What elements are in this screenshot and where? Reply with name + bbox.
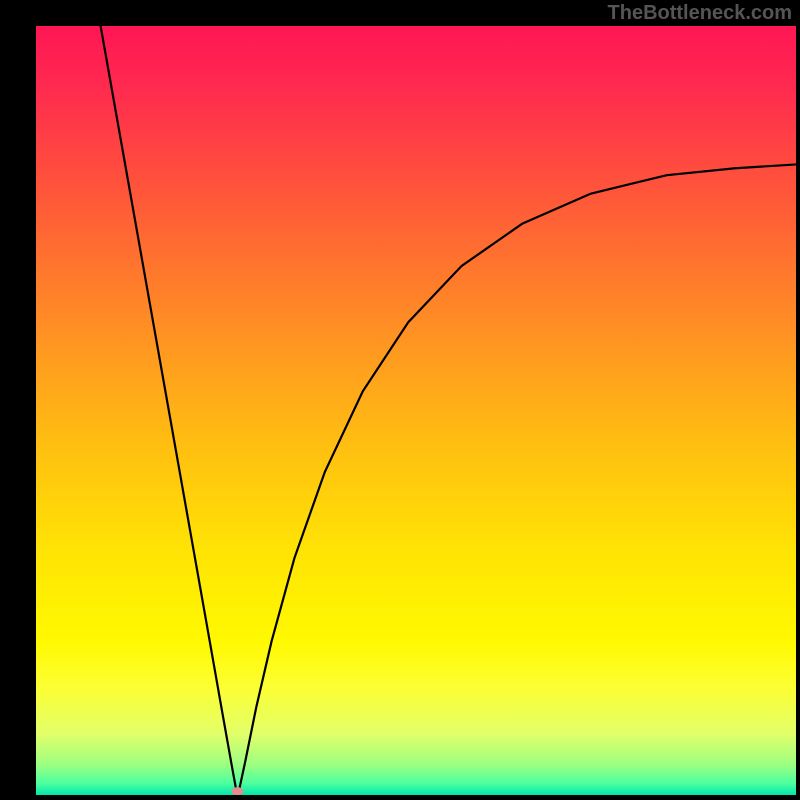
chart-svg (0, 0, 800, 800)
watermark-text: TheBottleneck.com (608, 2, 792, 25)
chart-gradient-bg (36, 26, 796, 795)
sweet-spot-marker (231, 787, 243, 795)
bottleneck-chart: TheBottleneck.com (0, 0, 800, 800)
